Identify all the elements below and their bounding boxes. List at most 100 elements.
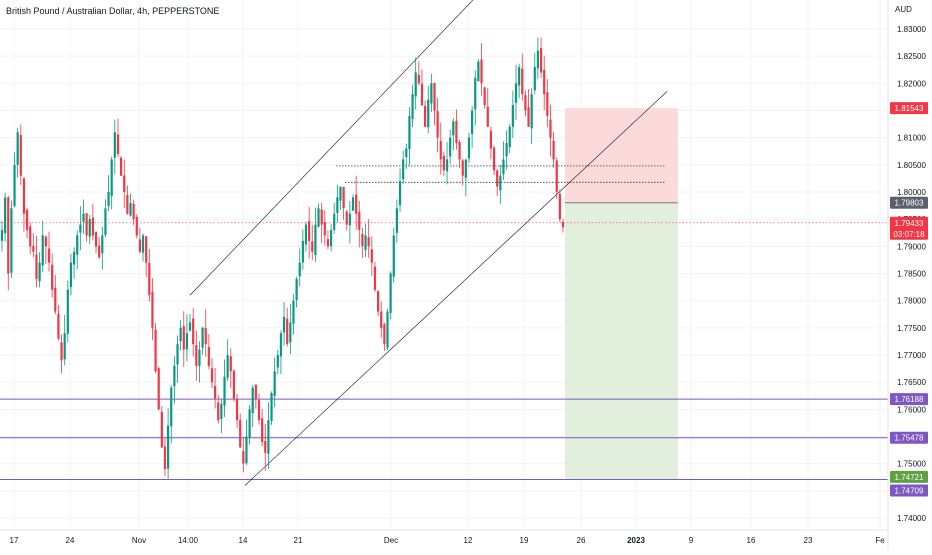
- level3-price-badge-bg: [890, 484, 928, 497]
- candle-body: [433, 82, 436, 111]
- candle-body: [455, 120, 458, 144]
- y-tick-label: 1.80500: [897, 161, 926, 170]
- candle-body: [204, 328, 207, 345]
- x-tick-label: Dec: [384, 536, 398, 545]
- candle-body: [132, 204, 135, 220]
- y-tick-label: 1.82500: [897, 52, 926, 61]
- candle-body: [355, 194, 358, 214]
- candle-body: [471, 110, 474, 135]
- y-tick-label: 1.78500: [897, 270, 926, 279]
- candle-body: [226, 355, 229, 378]
- candle-body: [389, 273, 392, 313]
- candle-body: [60, 342, 63, 361]
- stop-price-badge-bg: [890, 102, 928, 115]
- candle-body: [342, 186, 345, 209]
- candle-body: [282, 316, 286, 333]
- candle-body: [496, 170, 499, 187]
- candle-body: [449, 137, 452, 157]
- candle-body: [4, 197, 7, 234]
- candle-body: [549, 119, 552, 138]
- level1-price-badge-bg: [890, 393, 928, 406]
- x-tick-label: 14: [239, 536, 248, 545]
- candle-body: [22, 178, 26, 214]
- target-price-badge: 1.74721: [895, 473, 924, 482]
- candle-body: [245, 436, 248, 464]
- candle-body: [145, 236, 148, 263]
- candle-body: [220, 403, 223, 419]
- y-tick-label: 1.77000: [897, 351, 926, 360]
- candle-body: [480, 59, 483, 84]
- candle-body: [63, 333, 66, 360]
- candle-body: [201, 327, 204, 348]
- candle-body: [173, 365, 176, 387]
- candle-body: [141, 235, 145, 253]
- candle-body: [333, 213, 336, 230]
- candle-body: [151, 291, 154, 328]
- stop-loss-zone: [565, 108, 678, 203]
- candle-body: [292, 300, 295, 324]
- candle-body: [116, 134, 120, 154]
- candle-body: [254, 384, 257, 399]
- candle-body: [214, 386, 217, 399]
- candle-body: [38, 262, 41, 282]
- candle-body: [376, 291, 380, 312]
- channel-upper-line: [189, 0, 474, 296]
- candle-body: [29, 226, 32, 247]
- candle-body: [286, 318, 289, 345]
- candle-body: [163, 446, 167, 470]
- candle-body: [94, 231, 98, 247]
- candle-body: [527, 107, 530, 127]
- x-tick-label: 2023: [627, 536, 645, 545]
- candle-body: [301, 240, 304, 263]
- candle-body: [552, 140, 555, 160]
- candle-body: [370, 249, 373, 263]
- x-tick-label: Fe: [875, 536, 885, 545]
- candle-body: [148, 263, 151, 296]
- candle-body: [427, 99, 430, 128]
- y-tick-label: 1.79000: [897, 242, 926, 251]
- candle-body: [210, 368, 214, 383]
- candle-body: [436, 111, 439, 138]
- candle-body: [489, 130, 493, 149]
- candle-body: [430, 83, 433, 104]
- candle-body: [182, 326, 185, 350]
- candle-body: [486, 106, 489, 127]
- y-tick-label: 1.74000: [897, 514, 926, 523]
- candle-body: [44, 236, 47, 247]
- candle-body: [41, 235, 44, 266]
- candle-body: [192, 318, 195, 345]
- x-tick-label: Nov: [132, 536, 146, 545]
- x-tick-label: 26: [577, 536, 586, 545]
- take-profit-zone: [565, 202, 678, 479]
- candle-body: [66, 289, 69, 334]
- candle-body: [367, 237, 370, 247]
- candle-body: [16, 132, 19, 165]
- candle-body: [452, 121, 455, 136]
- candle-body: [19, 135, 22, 176]
- candle-body: [414, 72, 417, 97]
- level1-price-badge: 1.76188: [895, 395, 924, 404]
- level2-price-badge: 1.75478: [895, 434, 924, 443]
- candle-body: [160, 411, 163, 448]
- candle-body: [235, 398, 239, 421]
- candle-body: [76, 235, 79, 255]
- candle-body: [336, 197, 339, 214]
- candle-body: [439, 141, 442, 160]
- candle-body: [35, 254, 38, 279]
- candle-body: [308, 221, 311, 241]
- candle-body: [298, 262, 301, 277]
- candle-body: [185, 333, 189, 350]
- y-tick-label: 1.77500: [897, 324, 926, 333]
- candle-body: [69, 262, 73, 288]
- candle-body: [329, 230, 333, 247]
- candle-body: [395, 208, 398, 233]
- candle-body: [326, 239, 330, 247]
- candle-body: [217, 402, 220, 421]
- candle-body: [261, 418, 264, 442]
- candle-body: [511, 105, 514, 127]
- candle-body: [167, 425, 170, 469]
- candle-body: [54, 287, 57, 312]
- level2-price-badge-bg: [890, 431, 928, 444]
